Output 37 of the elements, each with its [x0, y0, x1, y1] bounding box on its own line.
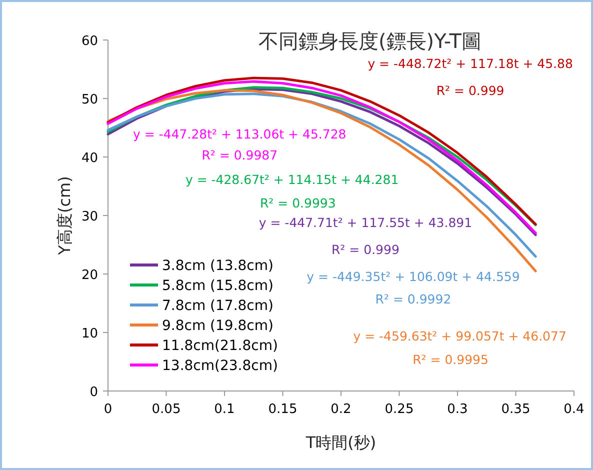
y-tick-label: 10	[81, 326, 98, 342]
annotation: R² = 0.9987	[202, 147, 278, 162]
x-tick-label: 0.35	[501, 402, 530, 417]
annotation: R² = 0.9995	[412, 352, 488, 368]
x-tick-label: 0.05	[152, 402, 181, 417]
legend-label: 9.8cm (19.8cm)	[162, 318, 274, 334]
legend-label: 7.8cm (17.8cm)	[162, 298, 274, 314]
x-tick-label: 0.2	[330, 402, 352, 417]
legend-label: 13.8cm(23.8cm)	[162, 358, 278, 374]
y-tick-label: 50	[81, 92, 98, 108]
legend-label: 3.8cm (13.8cm)	[162, 258, 274, 274]
annotation: y = -428.67t² + 114.15t + 44.281	[185, 172, 399, 187]
x-tick-label: 0.1	[214, 402, 235, 417]
legend-label: 5.8cm (15.8cm)	[162, 278, 274, 294]
annotation: y = -448.72t² + 117.18t + 45.88	[368, 56, 573, 72]
annotation: R² = 0.999	[332, 242, 400, 258]
annotation: R² = 0.9993	[260, 195, 336, 210]
x-axis-title: T時間(秒)	[304, 433, 376, 452]
x-tick-label: 0.3	[447, 402, 468, 417]
x-tick-label: 0.25	[384, 402, 414, 417]
y-tick-label: 20	[81, 268, 98, 283]
x-tick-label: 0.15	[268, 402, 298, 417]
chart-title: 不同鏢身長度(鏢長)Y-T圖	[258, 29, 482, 53]
annotation: y = -447.28t² + 113.06t + 45.728	[133, 126, 346, 142]
annotation: y = -449.35t² + 106.09t + 44.559	[306, 269, 520, 284]
x-tick-label: 0	[104, 402, 112, 417]
legend-label: 11.8cm(21.8cm)	[162, 338, 278, 354]
x-tick-label: 0.4	[564, 402, 584, 417]
y-axis-title: Y高度(cm)	[55, 176, 74, 256]
annotation: R² = 0.999	[436, 83, 504, 98]
y-tick-label: 0	[90, 385, 98, 400]
y-tick-label: 60	[81, 34, 98, 49]
annotation: R² = 0.9992	[375, 291, 452, 306]
annotation: y = -459.63t² + 99.057t + 46.077	[353, 328, 566, 344]
y-tick-label: 40	[81, 151, 98, 166]
y-tick-label: 30	[81, 210, 98, 224]
annotation: y = -447.71t² + 117.55t + 43.891	[258, 215, 472, 230]
